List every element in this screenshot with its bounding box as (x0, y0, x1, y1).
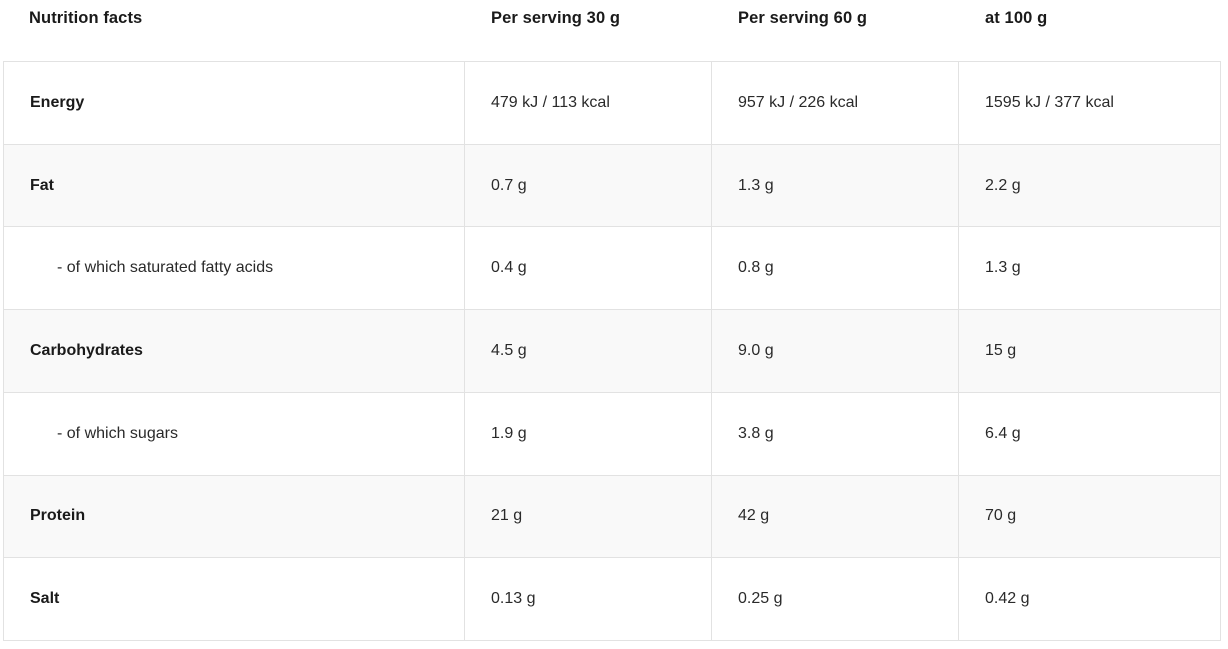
header-nutrition-facts: Nutrition facts (29, 9, 143, 27)
row-label: Energy (4, 62, 465, 144)
nutrition-facts-table: Nutrition facts Per serving 30 g Per ser… (3, 0, 1221, 641)
row-label: - of which saturated fatty acids (4, 227, 465, 310)
cell-value-100g: 2.2 g (985, 176, 1021, 194)
cell-value-60g: 42 g (712, 475, 959, 558)
row-label: Protein (4, 475, 465, 558)
table-row-salt: Salt 0.13 g 0.25 g 0.42 g (4, 558, 1220, 641)
cell-value-100g: 1595 kJ / 377 kcal (985, 93, 1114, 111)
cell-value-30g: 0.7 g (465, 144, 712, 227)
row-label: Carbohydrates (4, 310, 465, 392)
header-per-serving-60g: Per serving 60 g (738, 9, 868, 27)
header-per-serving-30g: Per serving 30 g (491, 9, 621, 27)
table-row-carbohydrates: Carbohydrates 4.5 g 9.0 g 15 g (4, 310, 1220, 393)
cell-value-60g: 0.8 g (712, 227, 959, 310)
cell-value-30g: 4.5 g (465, 310, 712, 392)
row-label: Salt (4, 558, 465, 641)
cell-value-100g: 6.4 g (985, 424, 1021, 442)
row-label: - of which sugars (4, 392, 465, 475)
cell-value-30g: 479 kJ / 113 kcal (465, 62, 712, 144)
cell-value-30g: 0.4 g (465, 227, 712, 310)
cell-value-60g: 3.8 g (712, 392, 959, 475)
cell-value-100g: 15 g (985, 342, 1017, 360)
cell-value-60g: 9.0 g (712, 310, 959, 392)
cell-value-100g: 0.42 g (985, 590, 1030, 608)
table-body: Energy 479 kJ / 113 kcal 957 kJ / 226 kc… (3, 61, 1221, 641)
table-header-row: Nutrition facts Per serving 30 g Per ser… (3, 0, 1221, 61)
cell-value-60g: 1.3 g (712, 144, 959, 227)
header-at-100g: at 100 g (985, 9, 1048, 27)
row-label: Fat (4, 144, 465, 227)
table-row-protein: Protein 21 g 42 g 70 g (4, 475, 1220, 559)
cell-value-60g: 957 kJ / 226 kcal (712, 62, 959, 144)
cell-value-30g: 1.9 g (465, 392, 712, 475)
cell-value-100g: 70 g (985, 507, 1017, 525)
cell-value-30g: 0.13 g (465, 558, 712, 641)
table-row-saturated-fatty-acids: - of which saturated fatty acids 0.4 g 0… (4, 227, 1220, 311)
table-row-sugars: - of which sugars 1.9 g 3.8 g 6.4 g (4, 392, 1220, 476)
cell-value-60g: 0.25 g (712, 558, 959, 641)
cell-value-100g: 1.3 g (985, 259, 1021, 277)
cell-value-30g: 21 g (465, 475, 712, 558)
table-row-energy: Energy 479 kJ / 113 kcal 957 kJ / 226 kc… (4, 62, 1220, 145)
table-row-fat: Fat 0.7 g 1.3 g 2.2 g (4, 144, 1220, 228)
